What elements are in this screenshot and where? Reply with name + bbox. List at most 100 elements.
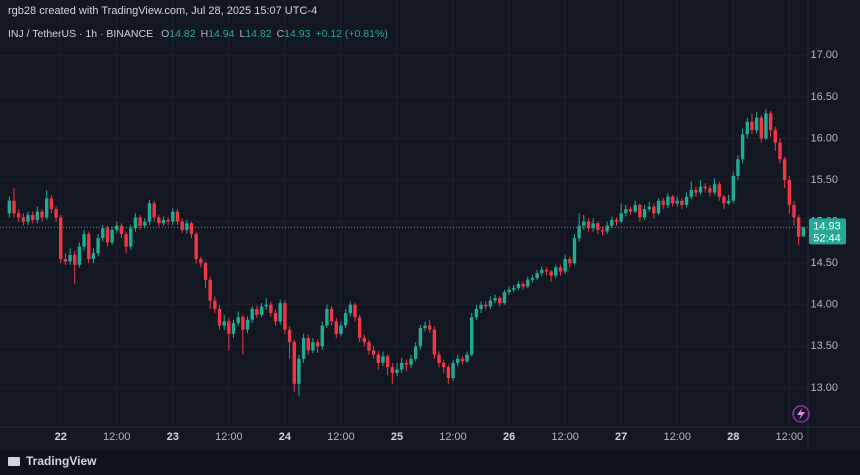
candle-body bbox=[399, 362, 404, 370]
candle-body bbox=[390, 367, 395, 373]
candle-body bbox=[568, 259, 572, 264]
candle-body bbox=[614, 219, 619, 222]
candle-body bbox=[273, 313, 278, 322]
candle-body bbox=[255, 308, 259, 315]
x-tick-label: 12:00 bbox=[776, 431, 804, 443]
candle-body bbox=[512, 288, 516, 290]
candle-body bbox=[773, 130, 778, 143]
candle-body bbox=[339, 325, 343, 334]
chart-title: rgb28 created with TradingView.com, Jul … bbox=[8, 5, 317, 17]
y-tick-label: 16.50 bbox=[810, 91, 838, 103]
candle-body bbox=[703, 186, 707, 189]
candle-body bbox=[110, 229, 114, 243]
candle-body bbox=[586, 221, 591, 229]
y-tick-label: 13.00 bbox=[810, 382, 838, 394]
candle-body bbox=[666, 196, 670, 205]
y-tick-label: 15.50 bbox=[810, 174, 838, 186]
candle-body bbox=[91, 253, 96, 260]
x-tick-label: 22 bbox=[55, 431, 67, 443]
candle-body bbox=[217, 308, 222, 326]
legend: INJ / TetherUS · 1h · BINANCE O14.82 H14.9… bbox=[8, 28, 388, 40]
candle-body bbox=[535, 273, 539, 279]
candle-body bbox=[801, 227, 806, 237]
candle-body bbox=[259, 306, 264, 315]
candle-body bbox=[264, 304, 268, 307]
candle-body bbox=[222, 321, 226, 326]
candle-body bbox=[558, 267, 563, 272]
candle-body bbox=[778, 142, 782, 160]
candle-body bbox=[54, 209, 58, 218]
candle-body bbox=[670, 196, 675, 204]
x-tick-label: 12:00 bbox=[215, 431, 243, 443]
candle-body bbox=[787, 180, 792, 205]
candle-body bbox=[596, 223, 600, 230]
candle-body bbox=[40, 211, 44, 218]
x-tick-label: 28 bbox=[727, 431, 739, 443]
candle-body bbox=[736, 159, 740, 176]
candle-body bbox=[203, 263, 208, 280]
legend-label: L bbox=[239, 28, 245, 40]
candle-body bbox=[689, 189, 693, 197]
candle-body bbox=[152, 203, 156, 218]
footer-text: TradingView bbox=[26, 454, 97, 468]
candle-body bbox=[362, 338, 367, 343]
candle-body bbox=[624, 209, 628, 214]
candle-body bbox=[759, 117, 763, 139]
candle-body bbox=[591, 223, 595, 229]
candle-body bbox=[507, 289, 511, 293]
candle-body bbox=[544, 269, 549, 272]
candle-body bbox=[87, 234, 91, 260]
candle-body bbox=[656, 200, 661, 214]
candle-body bbox=[283, 303, 287, 330]
footer-bar bbox=[0, 450, 860, 475]
candle-body bbox=[21, 217, 26, 222]
candle-body bbox=[652, 206, 656, 214]
price-countdown: 52:44 bbox=[813, 232, 841, 244]
candle-body bbox=[619, 213, 623, 222]
legend-value: 14.93 bbox=[284, 28, 310, 40]
candle-body bbox=[768, 113, 773, 131]
candle-body bbox=[628, 209, 633, 212]
candle-body bbox=[465, 354, 469, 362]
candle-body bbox=[180, 221, 184, 230]
x-tick-label: 27 bbox=[615, 431, 627, 443]
candle-body bbox=[157, 217, 161, 224]
candle-body bbox=[348, 304, 352, 314]
candle-body bbox=[343, 313, 348, 326]
candle-body bbox=[124, 234, 128, 247]
candle-body bbox=[325, 308, 329, 326]
candle-body bbox=[502, 292, 507, 304]
candle-body bbox=[647, 206, 651, 210]
alert-icon[interactable] bbox=[792, 405, 810, 423]
candle-body bbox=[516, 283, 521, 289]
candle-body bbox=[572, 238, 577, 264]
candle-body bbox=[105, 228, 110, 243]
candle-body bbox=[208, 279, 212, 301]
candle-body bbox=[549, 271, 553, 276]
candle-body bbox=[231, 323, 236, 334]
candle-body bbox=[418, 328, 423, 347]
candle-body bbox=[642, 209, 647, 218]
candle-body bbox=[712, 184, 717, 193]
price-label: 14.93 bbox=[813, 220, 841, 232]
candle-body bbox=[413, 346, 418, 359]
candle-body bbox=[278, 303, 282, 322]
x-tick-label: 12:00 bbox=[327, 431, 355, 443]
candle-body bbox=[49, 198, 54, 210]
candle-body bbox=[577, 225, 581, 239]
candle-body bbox=[717, 184, 721, 197]
x-tick-label: 25 bbox=[391, 431, 403, 443]
candle-body bbox=[684, 196, 689, 205]
candle-body bbox=[334, 321, 338, 334]
candle-body bbox=[194, 234, 198, 260]
candle-body bbox=[26, 214, 30, 222]
candle-body bbox=[441, 362, 446, 368]
candle-body bbox=[563, 259, 567, 272]
y-tick-label: 14.50 bbox=[810, 257, 838, 269]
candle-body bbox=[754, 117, 759, 131]
candle-body bbox=[633, 204, 637, 212]
legend-value: 14.94 bbox=[208, 28, 234, 40]
candle-body bbox=[423, 325, 427, 329]
